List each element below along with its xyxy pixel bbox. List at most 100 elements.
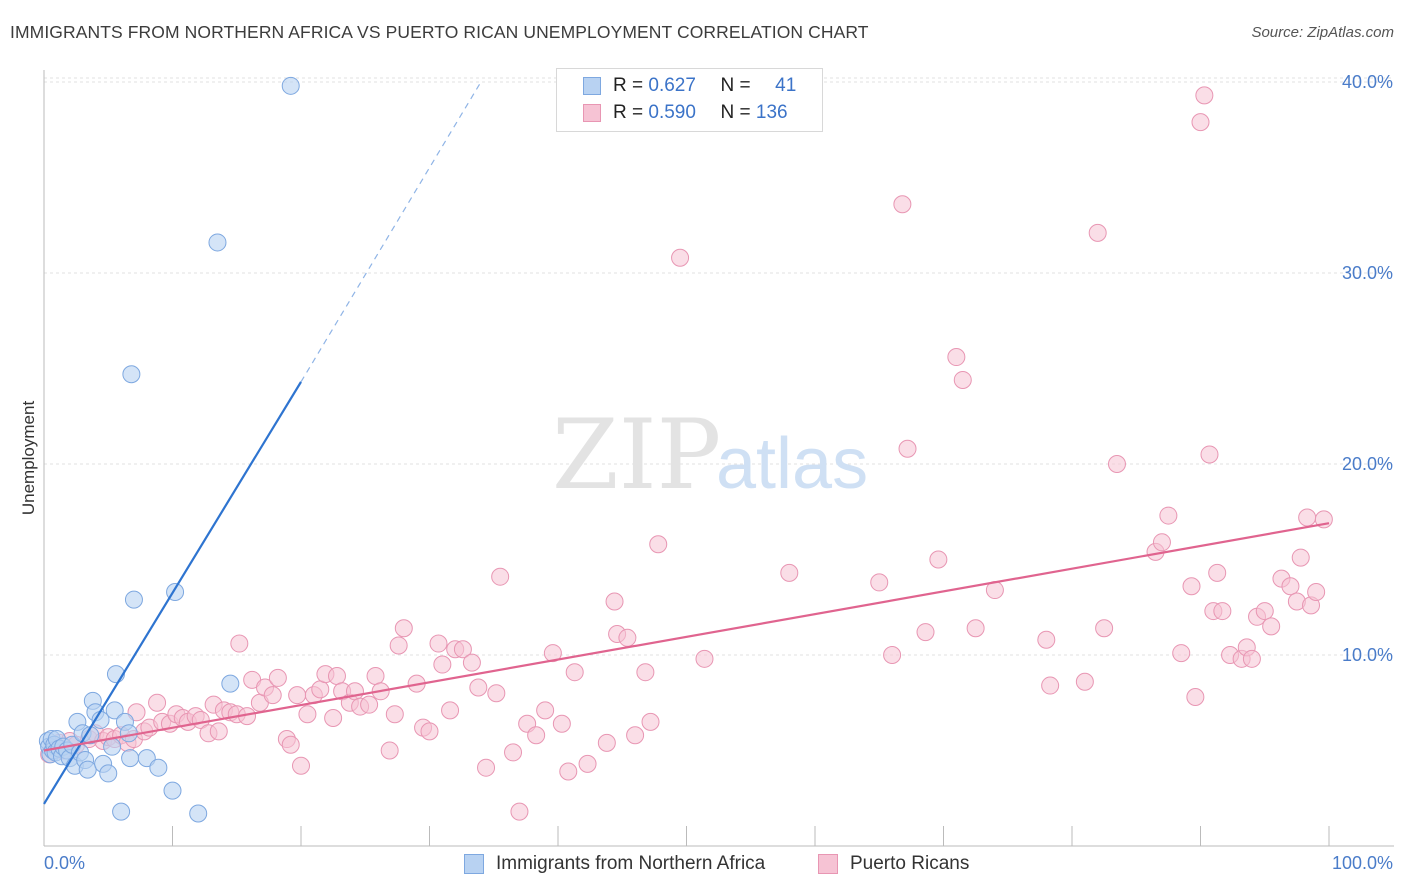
data-point-puerto-ricans <box>605 592 624 611</box>
data-point-puerto-ricans <box>966 619 985 638</box>
data-point-puerto-ricans <box>504 743 523 762</box>
y-tick-label: 40.0% <box>1342 72 1393 92</box>
data-point-puerto-ricans <box>230 634 249 653</box>
x-tick-label: 0.0% <box>44 853 85 873</box>
legend-label: Puerto Ricans <box>850 853 970 874</box>
data-point-puerto-ricans <box>1172 644 1191 663</box>
y-tick-label: 30.0% <box>1342 263 1393 283</box>
data-point-puerto-ricans <box>1107 455 1126 473</box>
correlation-legend: R = 0.627 N = 41 R = 0.590 N = 136 <box>556 68 823 132</box>
data-point-puerto-ricans <box>626 726 645 745</box>
legend-swatch-blue <box>583 77 601 95</box>
data-point-puerto-ricans <box>1213 602 1232 621</box>
data-point-puerto-ricans <box>327 667 346 686</box>
data-point-northern-africa <box>149 758 168 777</box>
legend-text: R = 0.590 N = 136 <box>613 102 788 124</box>
data-point-puerto-ricans <box>429 634 448 653</box>
n-value: 136 <box>755 102 788 123</box>
r-label: R = <box>613 102 644 123</box>
data-point-puerto-ricans <box>510 802 529 821</box>
data-point-northern-africa <box>163 781 182 800</box>
x-tick-labels: 0.0% 100.0% <box>44 853 1393 873</box>
data-point-puerto-ricans <box>462 653 481 672</box>
data-point-puerto-ricans <box>695 649 714 668</box>
data-point-puerto-ricans <box>127 703 146 722</box>
data-point-puerto-ricans <box>298 705 317 724</box>
data-point-puerto-ricans <box>1186 688 1205 707</box>
puerto-ricans-points <box>40 86 1333 821</box>
data-point-puerto-ricans <box>898 439 917 458</box>
data-point-puerto-ricans <box>1242 649 1261 668</box>
data-point-puerto-ricans <box>389 636 408 655</box>
data-point-puerto-ricans <box>536 701 555 720</box>
data-point-puerto-ricans <box>209 722 228 741</box>
trend-line-northern-africa <box>43 381 302 805</box>
data-point-northern-africa <box>78 760 97 779</box>
data-point-puerto-ricans <box>780 563 799 582</box>
data-point-puerto-ricans <box>263 686 282 705</box>
data-point-northern-africa <box>99 764 118 783</box>
legend-swatch-pink <box>583 104 601 122</box>
data-point-puerto-ricans <box>953 370 972 389</box>
data-point-puerto-ricans <box>1262 617 1281 636</box>
data-point-puerto-ricans <box>268 668 287 687</box>
data-point-puerto-ricans <box>491 567 510 586</box>
data-point-puerto-ricans <box>893 195 912 214</box>
legend-swatch-blue <box>464 854 484 874</box>
data-point-puerto-ricans <box>578 754 597 773</box>
data-point-puerto-ricans <box>1281 577 1300 596</box>
legend-swatch-pink <box>818 854 838 874</box>
data-point-puerto-ricans <box>433 655 452 674</box>
data-point-puerto-ricans <box>1291 548 1310 567</box>
data-point-puerto-ricans <box>366 667 385 686</box>
data-point-puerto-ricans <box>1095 619 1114 638</box>
data-point-puerto-ricans <box>311 680 330 699</box>
data-point-northern-africa <box>103 737 122 756</box>
data-point-puerto-ricans <box>1159 506 1178 525</box>
data-point-northern-africa <box>112 802 131 821</box>
data-point-puerto-ricans <box>1195 86 1214 105</box>
watermark-zip: ZIP <box>552 399 721 511</box>
data-point-puerto-ricans <box>565 663 584 682</box>
data-point-puerto-ricans <box>1075 672 1094 691</box>
chart-source: Source: ZipAtlas.com <box>1251 24 1394 41</box>
data-point-puerto-ricans <box>649 535 668 554</box>
data-point-puerto-ricans <box>1191 113 1210 132</box>
data-point-puerto-ricans <box>148 693 167 712</box>
data-point-puerto-ricans <box>1182 577 1201 596</box>
data-point-puerto-ricans <box>597 733 616 752</box>
data-point-northern-africa <box>119 724 138 743</box>
data-point-puerto-ricans <box>618 628 637 647</box>
data-point-northern-africa <box>105 701 124 720</box>
data-point-puerto-ricans <box>487 684 506 703</box>
y-axis-label: Unemployment <box>19 401 38 516</box>
data-point-puerto-ricans <box>394 619 413 638</box>
data-point-puerto-ricans <box>469 678 488 697</box>
data-point-puerto-ricans <box>883 646 902 664</box>
y-tick-label: 20.0% <box>1342 454 1393 474</box>
trend-lines <box>43 81 1330 805</box>
data-point-puerto-ricans <box>453 640 472 659</box>
data-point-puerto-ricans <box>1255 602 1274 621</box>
r-value: 0.590 <box>648 102 696 123</box>
trend-line-puerto-ricans <box>43 522 1330 752</box>
data-point-puerto-ricans <box>360 695 379 714</box>
n-label: N = <box>720 75 751 96</box>
watermark-atlas: atlas <box>716 424 868 504</box>
data-point-northern-africa <box>122 365 141 384</box>
data-point-puerto-ricans <box>477 758 496 777</box>
data-point-puerto-ricans <box>1200 445 1219 464</box>
data-point-puerto-ricans <box>641 712 660 731</box>
data-point-puerto-ricans <box>1208 563 1227 582</box>
data-point-puerto-ricans <box>552 714 571 733</box>
trend-line-extension <box>300 81 482 383</box>
legend-text: R = 0.627 N = 41 <box>613 75 796 97</box>
data-point-puerto-ricans <box>324 709 343 728</box>
data-point-puerto-ricans <box>1307 582 1326 601</box>
data-point-puerto-ricans <box>441 701 460 720</box>
data-point-puerto-ricans <box>671 248 690 267</box>
data-point-northern-africa <box>281 76 300 95</box>
y-tick-labels: 10.0% 20.0% 30.0% 40.0% <box>1342 72 1393 665</box>
data-point-puerto-ricans <box>288 686 307 705</box>
